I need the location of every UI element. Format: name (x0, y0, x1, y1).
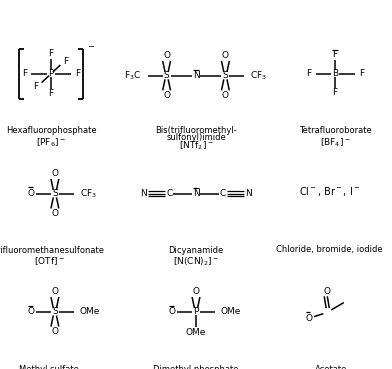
Text: Dicyanamide: Dicyanamide (169, 246, 223, 255)
Text: F$_3$C: F$_3$C (124, 69, 141, 82)
Text: O: O (51, 327, 58, 336)
Text: N: N (192, 71, 200, 80)
Text: [NTf$_2$]$^-$: [NTf$_2$]$^-$ (179, 139, 213, 152)
Text: O: O (323, 287, 330, 296)
Text: O: O (51, 209, 58, 218)
Text: P: P (193, 307, 199, 316)
Text: F: F (306, 69, 311, 78)
Text: Cl$^-$, Br$^-$, I$^-$: Cl$^-$, Br$^-$, I$^-$ (299, 185, 360, 199)
Text: B: B (332, 69, 338, 78)
Text: S: S (223, 71, 228, 80)
Text: O: O (222, 91, 229, 100)
Text: F: F (332, 89, 338, 97)
Text: F: F (48, 89, 54, 98)
Text: Bis(trifluoromethyl-: Bis(trifluoromethyl- (155, 126, 237, 135)
Text: O: O (222, 51, 229, 60)
Text: sulfonyl)imide: sulfonyl)imide (166, 133, 226, 142)
Text: OMe: OMe (186, 328, 206, 337)
Text: F: F (64, 57, 69, 66)
Text: C: C (220, 189, 226, 198)
Text: N: N (140, 189, 147, 198)
Text: N: N (245, 189, 252, 198)
Text: P: P (48, 69, 54, 78)
Text: [N(CN)$_2$]$^-$: [N(CN)$_2$]$^-$ (173, 255, 219, 268)
Text: O: O (163, 51, 170, 60)
Text: C: C (166, 189, 172, 198)
Text: OMe: OMe (221, 307, 241, 316)
Text: OMe: OMe (80, 307, 100, 316)
Text: S: S (52, 189, 58, 198)
Text: CF$_3$: CF$_3$ (250, 69, 267, 82)
Text: Dimethyl phosphate: Dimethyl phosphate (153, 365, 239, 369)
Text: O: O (51, 169, 58, 178)
Text: O: O (192, 287, 200, 296)
Text: F: F (48, 49, 54, 58)
Text: O: O (51, 287, 58, 296)
Text: CF$_3$: CF$_3$ (80, 187, 97, 200)
Text: Hexafluorophosphate: Hexafluorophosphate (5, 127, 96, 135)
Text: −: − (87, 42, 94, 51)
Text: Tetrafluoroborate: Tetrafluoroborate (299, 127, 372, 135)
Text: F: F (33, 82, 38, 91)
Text: O: O (169, 307, 176, 316)
Text: [OTf]$^-$: [OTf]$^-$ (34, 256, 64, 268)
Text: F: F (75, 69, 80, 78)
Text: O: O (306, 314, 313, 323)
Text: S: S (52, 307, 58, 316)
Text: N: N (192, 189, 200, 198)
Text: F: F (332, 50, 338, 59)
Text: O: O (28, 307, 35, 316)
Text: F: F (22, 69, 27, 78)
Text: [PF$_6$]$^-$: [PF$_6$]$^-$ (36, 137, 66, 149)
Text: Methyl sulfate: Methyl sulfate (19, 365, 79, 369)
Text: F: F (359, 69, 364, 78)
Text: O: O (28, 189, 35, 198)
Text: S: S (164, 71, 169, 80)
Text: Acetate: Acetate (315, 365, 347, 369)
Text: O: O (163, 91, 170, 100)
Text: Trifluoromethanesulfonate: Trifluoromethanesulfonate (0, 246, 105, 255)
Text: Chloride, bromide, iodide: Chloride, bromide, iodide (276, 245, 383, 254)
Text: [BF$_4$]$^-$: [BF$_4$]$^-$ (320, 137, 350, 149)
